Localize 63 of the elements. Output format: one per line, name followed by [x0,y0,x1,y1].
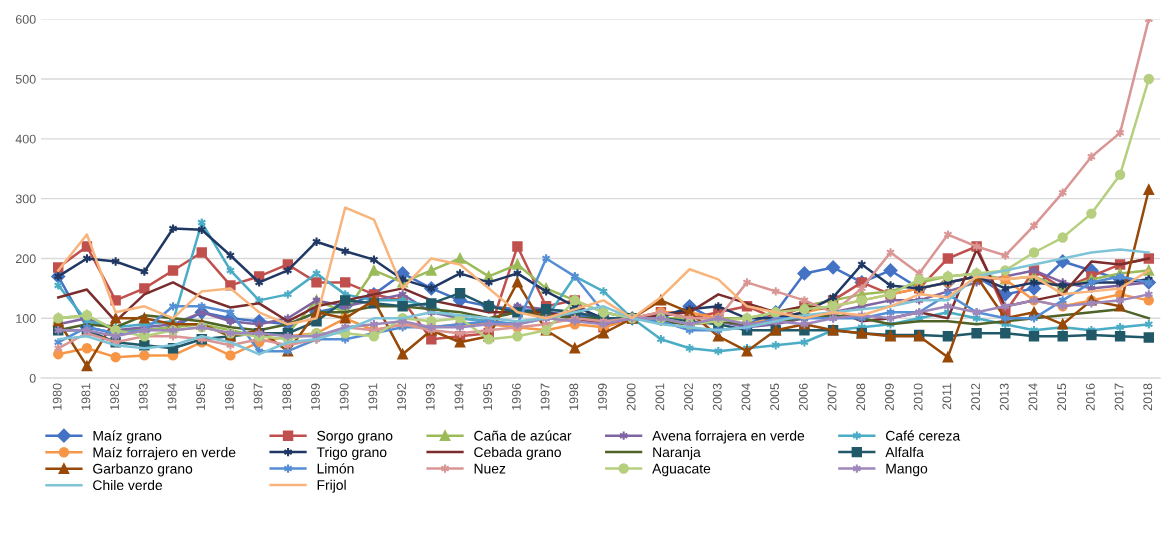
y-tick-label: 600 [15,14,36,24]
x-tick-label: 2001 [655,383,665,411]
x-tick-label: 1985 [196,383,206,410]
x-tick-label: 2014 [1028,383,1038,411]
legend-label: Café cereza [886,430,961,441]
x-tick-label: 1995 [483,383,493,410]
y-tick-label: 300 [15,194,36,204]
legend-label: Naranja [653,446,701,460]
x-tick-label: 1980 [52,383,62,410]
x-tick-label: 1993 [425,383,435,410]
x-tick-label: 2000 [626,383,636,411]
legend-label: Nuez [474,463,506,474]
x-tick-label: 1988 [282,383,292,410]
legend-label: Limón [317,463,354,474]
x-tick-label: 1989 [311,383,320,410]
legend-label: Cebada grano [474,446,561,460]
x-tick-label: 1981 [81,383,91,410]
legend-label: Garbanzo grano [93,463,193,477]
x-tick-label: 1994 [454,383,464,410]
x-tick-label: 2006 [798,383,808,411]
x-tick-label: 1991 [368,383,378,410]
x-tick-label: 2018 [1143,383,1153,411]
x-tick-label: 1996 [511,383,521,410]
x-tick-label: 2008 [856,383,866,411]
x-tick-label: 2009 [885,383,894,411]
x-tick-label: 2004 [741,383,751,411]
x-tick-label: 1992 [397,383,406,410]
x-tick-label: 1999 [598,383,607,410]
y-tick-label: 400 [15,134,36,144]
x-tick-label: 1997 [540,383,550,410]
x-tick-label: 2010 [913,383,923,411]
y-tick-label: 500 [15,74,36,84]
x-tick-label: 2016 [1085,383,1095,411]
legend-label: Sorgo grano [317,430,393,444]
x-tick-label: 2012 [971,383,980,411]
legend-label: Mango [886,463,928,477]
legend-label: Maíz grano [93,430,162,444]
x-tick-label: 2007 [827,383,837,411]
legend-label: Caña de azúcar [474,430,572,441]
x-tick-label: 2011 [942,383,952,410]
legend-label: Alfalfa [885,446,924,458]
x-tick-label: 2015 [1057,383,1067,411]
x-tick-label: 1983 [138,383,148,410]
legend-label: Aguacate [652,463,711,477]
x-tick-label: 1982 [110,383,119,410]
x-tick-label: 2003 [712,383,722,411]
x-tick-label: 2013 [999,383,1009,411]
x-tick-label: 1990 [339,383,349,410]
x-tick-label: 1987 [253,383,263,410]
legend-label: Chile verde [93,479,163,491]
x-tick-label: 2002 [684,383,693,411]
legend-label: Avena forrajera en verde [652,430,805,444]
x-tick-label: 1986 [224,383,234,410]
y-tick-label: 100 [16,314,36,323]
x-tick-label: 2005 [770,383,780,411]
legend-label: Maíz forrajero en verde [93,446,236,461]
legend-label: Frijol [317,479,346,493]
x-tick-label: 2017 [1114,383,1124,411]
y-tick-label: 0 [29,373,36,383]
legend-label: Trigo grano [316,446,387,460]
x-tick-label: 1984 [167,383,177,410]
x-tick-label: 1998 [569,383,579,410]
y-tick-label: 200 [15,254,36,264]
